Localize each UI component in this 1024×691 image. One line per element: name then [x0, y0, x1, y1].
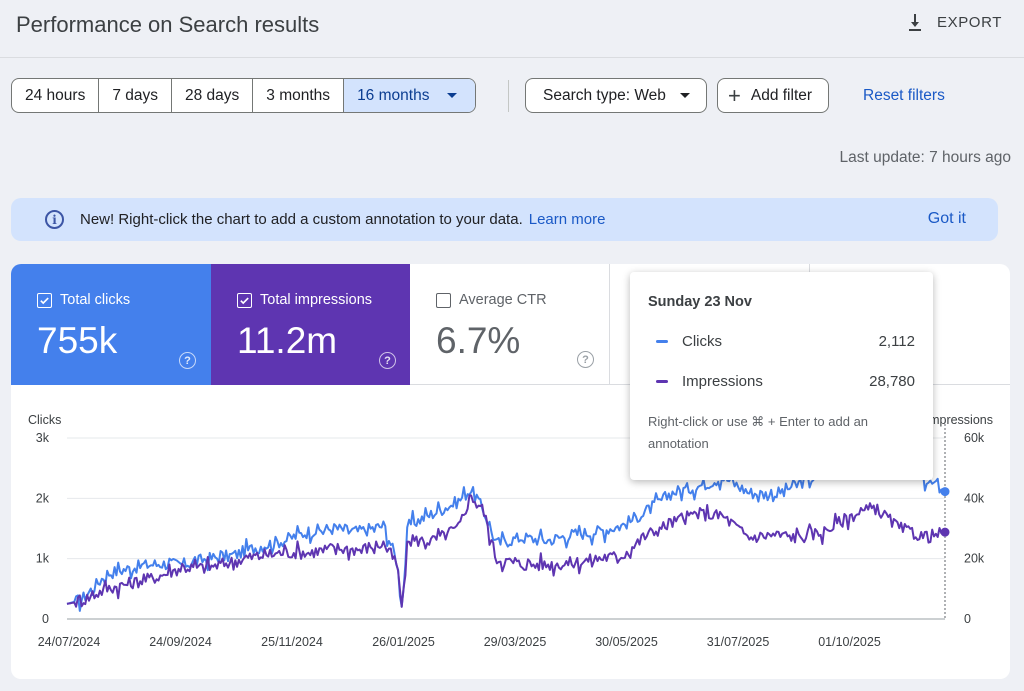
clicks-series-line: [66, 446, 946, 612]
metric-average-ctr[interactable]: Average CTR 6.7% ?: [410, 264, 610, 385]
export-button[interactable]: EXPORT: [905, 12, 1002, 32]
tooltip-row-label: Impressions: [682, 373, 763, 390]
tooltip-date: Sunday 23 Nov: [648, 294, 752, 310]
add-filter-button[interactable]: + Add filter: [717, 78, 830, 113]
tooltip-note: Right-click or use ⌘ + Enter to add an a…: [648, 414, 869, 451]
reset-filters-link[interactable]: Reset filters: [863, 87, 945, 104]
x-tick-label: 31/07/2025: [707, 635, 770, 649]
help-icon[interactable]: ?: [577, 351, 594, 368]
page-title: Performance on Search results: [16, 12, 320, 37]
impressions-legend-dash: [656, 380, 668, 383]
metric-value: 11.2m: [237, 320, 338, 361]
range-3-months[interactable]: 3 months: [253, 79, 345, 112]
x-tick-label: 24/09/2024: [149, 635, 212, 649]
search-type-label: Search type: Web: [543, 86, 666, 104]
range-16-months-label: 16 months: [357, 86, 430, 104]
toolbar-divider: [508, 80, 509, 112]
export-label: EXPORT: [936, 13, 1002, 31]
x-tick-label: 26/01/2025: [372, 635, 435, 649]
y-left-tick-label: 2k: [36, 491, 50, 505]
caret-down-icon: [447, 93, 458, 98]
tooltip-row-label: Clicks: [682, 333, 722, 350]
y-left-axis-label: Clicks: [28, 413, 61, 427]
search-type-dropdown[interactable]: Search type: Web: [525, 78, 707, 113]
y-right-tick-label: 40k: [964, 491, 985, 505]
y-left-tick-label: 1k: [36, 552, 50, 566]
download-icon: [908, 14, 921, 31]
y-right-tick-label: 20k: [964, 552, 985, 566]
plus-icon: +: [728, 82, 741, 108]
impressions-series-line: [66, 494, 946, 608]
range-24-hours[interactable]: 24 hours: [12, 79, 100, 112]
y-left-tick-label: 0: [42, 612, 49, 626]
x-tick-label: 25/11/2024: [261, 635, 323, 649]
metric-value: 755k: [37, 320, 118, 361]
range-16-months[interactable]: 16 months: [344, 79, 476, 112]
date-range-selector: 24 hours 7 days 28 days 3 months 16 mont…: [11, 78, 477, 113]
banner-text: New! Right-click the chart to add a cust…: [80, 211, 523, 228]
page-header: Performance on Search results EXPORT: [0, 0, 1024, 58]
learn-more-link[interactable]: Learn more: [528, 211, 606, 228]
checkbox-unchecked-icon[interactable]: [436, 292, 451, 308]
x-tick-label: 24/07/2024: [38, 635, 101, 649]
clicks-hover-point: [940, 487, 950, 497]
checkbox-checked-icon[interactable]: [237, 292, 252, 308]
help-icon[interactable]: ?: [379, 352, 396, 369]
checkbox-checked-icon[interactable]: [37, 292, 52, 308]
clicks-legend-dash: [656, 340, 668, 343]
metric-value: 6.7%: [436, 320, 521, 361]
info-icon: i: [45, 210, 64, 229]
metric-label: Total impressions: [260, 292, 373, 308]
caret-down-icon: [679, 93, 690, 98]
metric-label: Average CTR: [459, 292, 547, 308]
tooltip-row-value: 2,112: [878, 333, 915, 350]
y-right-tick-label: 0: [964, 612, 971, 626]
range-28-days[interactable]: 28 days: [172, 79, 254, 112]
tooltip-row-impressions: Impressions 28,780: [656, 373, 915, 390]
x-tick-label: 29/03/2025: [484, 635, 547, 649]
metric-total-impressions[interactable]: Total impressions 11.2m ?: [211, 264, 411, 385]
y-right-tick-label: 60k: [964, 431, 985, 445]
metric-total-clicks[interactable]: Total clicks 755k ?: [11, 264, 211, 385]
tooltip-row-clicks: Clicks 2,112: [656, 333, 915, 350]
got-it-button[interactable]: Got it: [927, 210, 966, 227]
help-icon[interactable]: ?: [179, 352, 196, 369]
x-tick-label: 30/05/2025: [595, 635, 658, 649]
annotation-banner: i New! Right-click the chart to add a cu…: [11, 198, 998, 241]
y-left-tick-label: 3k: [36, 431, 50, 445]
impressions-hover-point: [940, 527, 950, 537]
add-filter-label: Add filter: [750, 86, 813, 104]
tooltip-row-value: 28,780: [869, 373, 915, 390]
performance-chart[interactable]: 0 0 1k 20k 2k 40k 3k 60k Clicks Impressions 24/07/…: [11, 264, 1010, 679]
x-tick-label: 01/10/2025: [818, 635, 881, 649]
metric-label: Total clicks: [60, 292, 131, 308]
y-right-axis-label: Impressions: [926, 413, 993, 427]
chart-tooltip: Sunday 23 Nov Clicks 2,112 Impressions 2…: [630, 272, 933, 480]
last-update-text: Last update: 7 hours ago: [839, 149, 1012, 166]
range-7-days[interactable]: 7 days: [99, 79, 172, 112]
